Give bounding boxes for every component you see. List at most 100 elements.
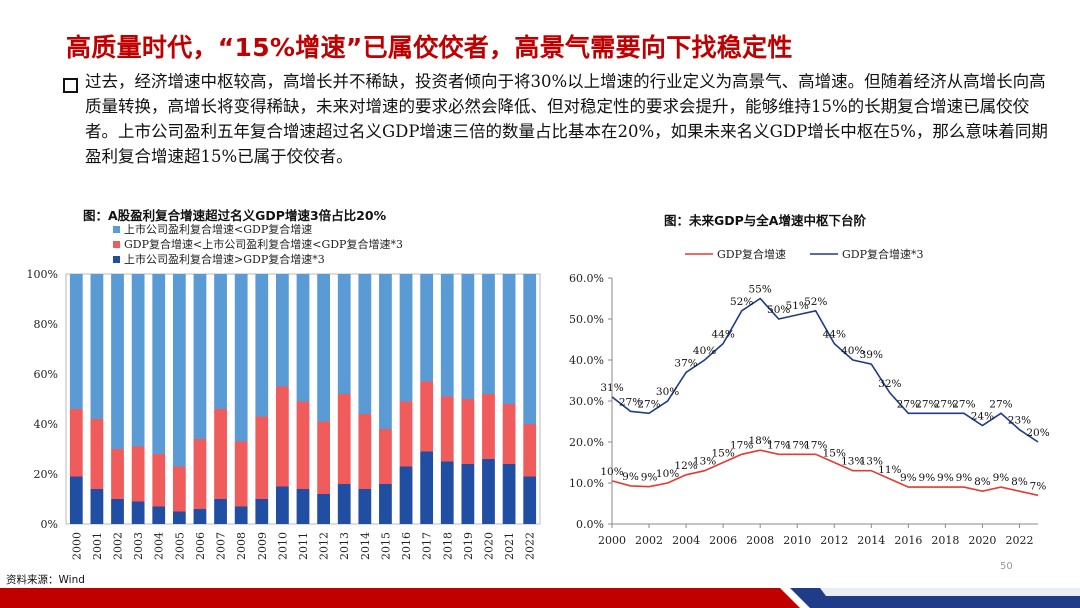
bar-segment — [255, 416, 269, 499]
x-tick-label: 2010 — [783, 534, 811, 547]
bar-segment — [255, 499, 269, 524]
x-tick-label: 2022 — [1005, 534, 1033, 547]
bar-segment — [111, 274, 124, 449]
x-tick-label: 2007 — [215, 532, 228, 560]
data-label: 40% — [693, 345, 716, 357]
data-label: 39% — [860, 349, 883, 361]
data-label: 13% — [693, 456, 716, 468]
bar-segment — [90, 274, 104, 419]
bar-segment — [482, 394, 495, 459]
bar-segment — [131, 501, 145, 524]
footer-ribbon — [0, 588, 1080, 608]
data-label: 8% — [974, 476, 991, 488]
bar-segment — [358, 414, 372, 489]
x-tick-label: 2000 — [598, 534, 626, 547]
bar-segment — [111, 499, 124, 524]
bar-segment — [317, 494, 330, 524]
x-tick-label: 2012 — [820, 534, 848, 547]
y-tick-label: 40% — [34, 418, 58, 431]
y-tick-label: 0% — [41, 518, 58, 531]
bar-segment — [358, 489, 372, 524]
data-label: 9% — [622, 471, 639, 483]
bar-segment — [193, 439, 207, 509]
bar-segment — [440, 461, 454, 524]
legend-label: GDP复合增速<上市公司盈利复合增速<GDP复合增速*3 — [124, 237, 403, 251]
bar-segment — [172, 274, 186, 467]
data-label: 27% — [897, 398, 920, 410]
x-tick-label: 2019 — [462, 532, 475, 560]
x-tick-label: 2004 — [153, 532, 166, 560]
x-tick-label: 2014 — [857, 534, 885, 547]
data-label: 27% — [619, 396, 642, 408]
bar-segment — [276, 486, 289, 524]
bar-segment — [399, 401, 413, 467]
x-tick-label: 2006 — [709, 534, 737, 547]
data-label: 9% — [956, 472, 973, 484]
bar-segment — [482, 274, 495, 394]
bar-segment — [152, 454, 166, 507]
bar-segment — [440, 396, 454, 462]
data-label: 9% — [900, 472, 917, 484]
line-chart-title: 图：未来GDP与全A增速中枢下台阶 — [664, 213, 866, 228]
data-label: 9% — [919, 472, 936, 484]
y-tick-label: 30.0% — [569, 395, 604, 408]
bar-segment — [502, 464, 516, 524]
x-tick-label: 2003 — [132, 532, 145, 560]
y-tick-label: 50.0% — [569, 313, 604, 326]
x-tick-label: 2001 — [91, 532, 104, 560]
data-label: 9% — [641, 472, 658, 484]
bar-segment — [69, 476, 83, 524]
x-tick-label: 2020 — [968, 534, 996, 547]
bar-segment — [523, 424, 537, 477]
bar-segment — [502, 274, 516, 404]
series-line — [611, 449, 1039, 497]
x-tick-label: 2012 — [318, 532, 331, 560]
body-paragraph: 过去，经济增速中枢较高，高增长并不稀缺，投资者倾向于将30%以上增速的行业定义为… — [85, 72, 1048, 166]
data-label: 7% — [1030, 480, 1047, 492]
legend-label: 上市公司盈利复合增速<GDP复合增速 — [124, 222, 312, 236]
bar-segment — [420, 451, 434, 524]
y-tick-label: 20.0% — [569, 436, 604, 449]
bar-segment — [172, 466, 186, 512]
x-tick-label: 2005 — [173, 532, 186, 560]
data-label: 44% — [711, 329, 734, 341]
y-tick-label: 40.0% — [569, 354, 604, 367]
x-tick-label: 2022 — [524, 532, 537, 560]
data-label: 23% — [1008, 415, 1031, 427]
data-label: 50% — [767, 304, 790, 316]
data-label: 11% — [878, 464, 901, 476]
bullet-square-icon — [63, 78, 78, 93]
bar-segment — [152, 274, 166, 454]
bar-chart-title: 图：A股盈利复合增速超过名义GDP增速3倍占比20% — [83, 208, 387, 223]
x-tick-label: 2016 — [894, 534, 922, 547]
y-tick-label: 10.0% — [569, 477, 604, 490]
data-label: 27% — [934, 398, 957, 410]
bar-segment — [276, 274, 289, 387]
legend-label: 上市公司盈利复合增速>GDP复合增速*3 — [124, 252, 325, 266]
y-tick-label: 60% — [34, 368, 58, 381]
x-tick-label: 2008 — [235, 532, 248, 560]
y-tick-label: 0.0% — [576, 518, 604, 531]
series-line — [611, 297, 1039, 443]
legend-label: GDP复合增速*3 — [842, 247, 924, 261]
x-tick-label: 2018 — [931, 534, 959, 547]
x-tick-label: 2011 — [297, 532, 310, 560]
x-tick-label: 2009 — [256, 532, 269, 560]
bar-segment — [379, 484, 392, 524]
bar-segment — [214, 499, 227, 524]
data-label: 27% — [915, 398, 938, 410]
x-tick-label: 2018 — [441, 532, 454, 560]
bar-segment — [69, 274, 83, 409]
x-tick-label: 2002 — [635, 534, 663, 547]
bar-segment — [482, 459, 495, 524]
data-label: 32% — [878, 378, 901, 390]
x-tick-label: 2016 — [400, 532, 413, 560]
x-tick-label: 2020 — [482, 532, 495, 560]
bar-segment — [420, 274, 434, 382]
bar-segment — [255, 274, 269, 417]
x-tick-label: 2008 — [746, 534, 774, 547]
page-number: 50 — [1000, 561, 1013, 572]
data-label: 52% — [804, 296, 827, 308]
source-note: 资料来源：Wind — [6, 574, 85, 586]
bar-segment — [461, 399, 475, 464]
